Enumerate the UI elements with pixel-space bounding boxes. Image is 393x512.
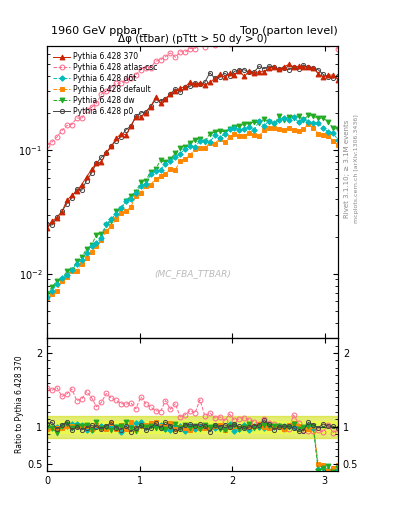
- Pythia 6.428 d6t: [94, 240, 99, 246]
- Pythia 6.428 dw: [129, 193, 133, 199]
- Pythia 6.428 d6t: [119, 205, 123, 211]
- Pythia 6.428 p0: [143, 109, 148, 115]
- Line: Pythia 6.428 p0: Pythia 6.428 p0: [45, 63, 340, 227]
- Text: Rivet 3.1.10; ≥ 3.1M events: Rivet 3.1.10; ≥ 3.1M events: [344, 120, 350, 218]
- Pythia 6.428 d6t: [138, 183, 143, 189]
- Line: Pythia 6.428 dw: Pythia 6.428 dw: [45, 113, 340, 296]
- Pythia 6.428 atlas-csc: [336, 46, 340, 52]
- Pythia 6.428 dw: [138, 179, 143, 185]
- Pythia 6.428 default: [143, 183, 148, 189]
- Pythia 6.428 p0: [50, 222, 55, 228]
- Pythia 6.428 default: [138, 189, 143, 196]
- Pythia 6.428 d6t: [143, 181, 148, 187]
- Text: 1960 GeV ppbar: 1960 GeV ppbar: [51, 26, 142, 36]
- Pythia 6.428 d6t: [291, 114, 296, 120]
- Text: mcplots.cern.ch [arXiv:1306.3436]: mcplots.cern.ch [arXiv:1306.3436]: [354, 115, 359, 223]
- Pythia 6.428 370: [129, 123, 133, 129]
- Text: Top (parton level): Top (parton level): [240, 26, 338, 36]
- Line: Pythia 6.428 atlas-csc: Pythia 6.428 atlas-csc: [45, 31, 340, 147]
- Legend: Pythia 6.428 370, Pythia 6.428 atlas-csc, Pythia 6.428 d6t, Pythia 6.428 default: Pythia 6.428 370, Pythia 6.428 atlas-csc…: [51, 50, 160, 118]
- Pythia 6.428 d6t: [336, 137, 340, 143]
- Pythia 6.428 atlas-csc: [119, 80, 123, 87]
- Pythia 6.428 p0: [45, 221, 50, 227]
- Pythia 6.428 default: [94, 243, 99, 249]
- Pythia 6.428 370: [138, 114, 143, 120]
- Pythia 6.428 atlas-csc: [94, 100, 99, 106]
- Pythia 6.428 370: [119, 131, 123, 137]
- Pythia 6.428 atlas-csc: [138, 67, 143, 73]
- Pythia 6.428 370: [45, 225, 50, 231]
- Pythia 6.428 dw: [306, 112, 311, 118]
- Pythia 6.428 p0: [148, 103, 153, 109]
- Pythia 6.428 default: [119, 210, 123, 216]
- Pythia 6.428 dw: [336, 126, 340, 132]
- Pythia 6.428 dw: [143, 178, 148, 184]
- Pythia 6.428 atlas-csc: [227, 40, 232, 47]
- Pythia 6.428 default: [336, 142, 340, 148]
- Pythia 6.428 p0: [99, 154, 104, 160]
- Pythia 6.428 default: [45, 295, 50, 301]
- Pythia 6.428 dw: [227, 126, 232, 133]
- Pythia 6.428 atlas-csc: [286, 30, 291, 36]
- Pythia 6.428 370: [143, 110, 148, 116]
- Pythia 6.428 d6t: [45, 294, 50, 301]
- Pythia 6.428 370: [336, 77, 340, 83]
- Pythia 6.428 dw: [119, 206, 123, 212]
- Pythia 6.428 p0: [232, 68, 237, 74]
- Pythia 6.428 default: [227, 134, 232, 140]
- Pythia 6.428 d6t: [227, 126, 232, 133]
- Text: (MC_FBA_TTBAR): (MC_FBA_TTBAR): [154, 269, 231, 279]
- Pythia 6.428 default: [306, 121, 311, 127]
- Y-axis label: Ratio to Pythia 6.428 370: Ratio to Pythia 6.428 370: [15, 356, 24, 454]
- Line: Pythia 6.428 default: Pythia 6.428 default: [45, 122, 340, 300]
- Pythia 6.428 dw: [45, 290, 50, 296]
- Pythia 6.428 p0: [124, 126, 129, 133]
- Pythia 6.428 atlas-csc: [143, 65, 148, 71]
- Pythia 6.428 default: [129, 204, 133, 210]
- Pythia 6.428 p0: [134, 113, 138, 119]
- Pythia 6.428 dw: [94, 232, 99, 238]
- Title: Δφ (tt̅bar) (pTtt > 50 dy > 0): Δφ (tt̅bar) (pTtt > 50 dy > 0): [118, 34, 267, 44]
- Line: Pythia 6.428 370: Pythia 6.428 370: [45, 62, 340, 230]
- Pythia 6.428 d6t: [129, 196, 133, 202]
- Pythia 6.428 370: [286, 61, 291, 68]
- Line: Pythia 6.428 d6t: Pythia 6.428 d6t: [45, 115, 340, 300]
- Pythia 6.428 atlas-csc: [45, 142, 50, 148]
- Pythia 6.428 p0: [301, 62, 306, 68]
- Pythia 6.428 atlas-csc: [129, 75, 133, 81]
- Pythia 6.428 p0: [336, 73, 340, 79]
- Pythia 6.428 370: [94, 160, 99, 166]
- Pythia 6.428 370: [227, 70, 232, 76]
